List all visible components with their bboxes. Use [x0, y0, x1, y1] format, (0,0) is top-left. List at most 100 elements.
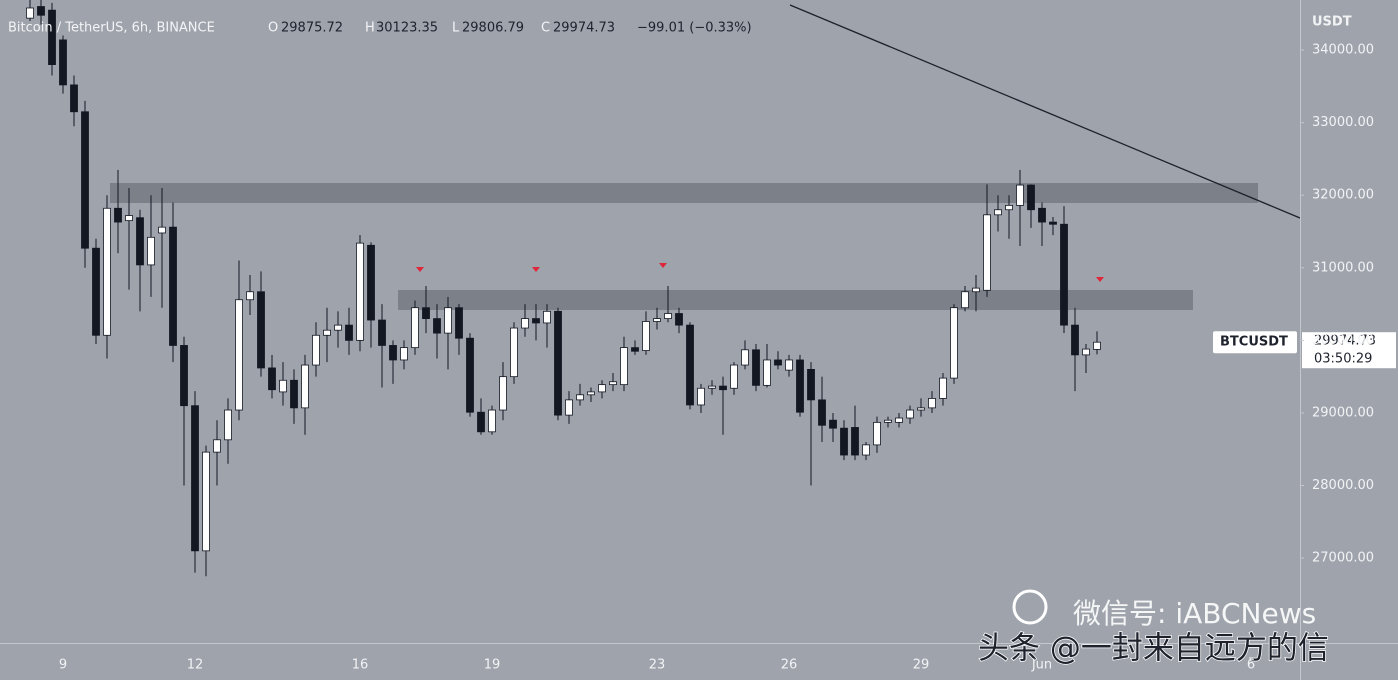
y-tick-label: 31000.00 [1312, 260, 1374, 275]
candle-down [389, 345, 397, 361]
candle-down [631, 347, 639, 352]
candle-up [279, 379, 287, 393]
candle-down [1049, 221, 1057, 225]
candle-up [862, 444, 870, 456]
candle-up [895, 417, 903, 423]
candle-up [1016, 184, 1024, 206]
x-tick-label: 9 [59, 658, 67, 673]
symbol-box [1213, 331, 1297, 354]
candle-up [125, 215, 133, 222]
candle-down [378, 319, 386, 346]
candle-up [763, 359, 771, 386]
candle-up [598, 384, 606, 393]
candle-up [873, 421, 881, 446]
candle-up [961, 291, 969, 309]
y-tick-label: 27000.00 [1312, 551, 1374, 566]
candle-up [928, 398, 936, 409]
candle-up [411, 307, 419, 349]
candle-down [367, 244, 375, 321]
trend-line [789, 4, 1300, 219]
candle-up [884, 419, 892, 423]
change: −99.01 (−0.33%) [637, 21, 752, 36]
plot [26, 0, 1300, 577]
close-label: C [541, 21, 550, 36]
candle-down [180, 345, 188, 407]
candle-up [950, 307, 958, 379]
candle-down [686, 324, 694, 406]
marker [416, 267, 424, 272]
y-tick-label: 30000.00 [1312, 333, 1374, 348]
candle-down [807, 368, 815, 401]
chart-title: Bitcoin / TetherUS, 6h, BINANCE [8, 21, 215, 36]
resistance-zone [110, 183, 1258, 203]
candle-up [609, 381, 617, 386]
candle-down [257, 291, 265, 369]
candle-up [664, 313, 672, 319]
candle-up [26, 7, 34, 19]
candle-up [653, 318, 661, 322]
candle-down [554, 310, 562, 416]
x-tick-label: 23 [649, 658, 666, 673]
candle-up [730, 364, 738, 389]
candle-up [103, 207, 111, 336]
price-label: BTCUSDT 29974.73 03:50:29 [1213, 331, 1396, 369]
candle-up [312, 334, 320, 366]
watermark-icon [1012, 589, 1048, 625]
candle-up [158, 226, 166, 234]
candle-down [81, 111, 89, 249]
candle-down [796, 359, 804, 413]
candle-up [972, 287, 980, 293]
watermark-text: 微信号: iABCNews [1073, 597, 1316, 630]
candle-up [785, 359, 793, 371]
candle-down [169, 226, 177, 346]
candle-up [356, 242, 364, 341]
candle-down [290, 379, 298, 409]
candle-down [466, 337, 474, 413]
candle-up [400, 347, 408, 361]
marker [659, 263, 667, 268]
x-tick-label: 19 [484, 658, 501, 673]
candle-up [576, 394, 584, 401]
low-value: 29806.79 [462, 21, 524, 36]
candle-down [455, 307, 463, 339]
x-tick-label: 6 [1247, 658, 1255, 673]
candle-up [301, 364, 309, 409]
candle-up [983, 214, 991, 291]
y-unit: USDT [1312, 15, 1352, 30]
markers [416, 263, 1104, 282]
candle-down [532, 318, 540, 324]
candle-up [994, 209, 1002, 216]
candle-down [433, 318, 441, 334]
candle-down [1038, 207, 1046, 223]
candle-up [323, 329, 331, 336]
marker [1096, 277, 1104, 282]
countdown: 03:50:29 [1314, 352, 1372, 367]
candle-up [246, 291, 254, 301]
x-tick-label: 12 [187, 658, 204, 673]
watermark-text: 头条 @一封来自远方的信 [978, 631, 1329, 667]
candle-down [422, 307, 430, 319]
candle-down [818, 399, 826, 426]
candle-down [59, 39, 67, 86]
x-tick-label: Jun [1031, 658, 1052, 673]
candle-up [1005, 204, 1013, 211]
candle-up [510, 327, 518, 378]
candle-down [37, 6, 45, 16]
candle-up [488, 409, 496, 433]
candle-up [235, 299, 243, 411]
candle-down [1027, 184, 1035, 211]
y-tick-label: 33000.00 [1312, 115, 1374, 130]
candles [26, 0, 1101, 577]
candle-down [1071, 324, 1079, 356]
y-tick-label: 29000.00 [1312, 405, 1374, 420]
candle-down [840, 427, 848, 456]
candle-down [136, 217, 144, 266]
candle-up [334, 324, 342, 331]
candle-down [675, 313, 683, 326]
open-value: 29875.72 [281, 21, 343, 36]
candle-up [202, 451, 210, 552]
candle-down [477, 411, 485, 433]
candle-up [708, 385, 716, 389]
x-tick-label: 16 [352, 658, 369, 673]
